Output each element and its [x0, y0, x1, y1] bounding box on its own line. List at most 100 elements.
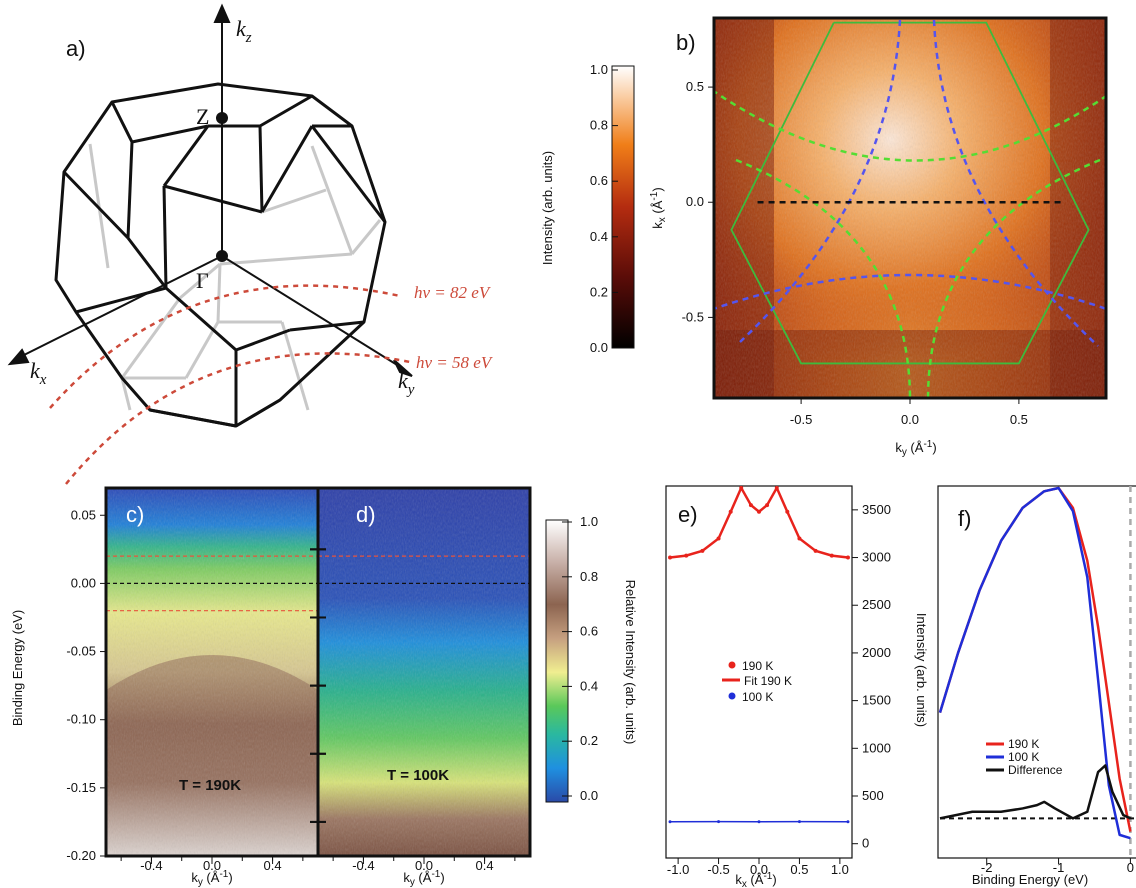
panel-f-frame — [937, 485, 1136, 859]
colorbar-b-tick-label: 0.2 — [590, 284, 608, 299]
panel-b: b) -0.5 0.0 0.5 0.5 0.0 -0.5 ky (Å-1) kx (Å-1… — [649, 16, 1108, 458]
colorbar-b-ticks: 1.0 0.8 0.6 0.4 0.2 0.0 — [590, 62, 618, 355]
legend-label-190k: 190 K — [742, 659, 773, 673]
colorbar-cd-tick-label: 0.0 — [580, 788, 598, 803]
panel-e-ytick-label: 3500 — [862, 502, 891, 517]
point-100k — [717, 820, 721, 824]
panel-e-xtick-label: 0.0 — [750, 862, 768, 877]
panel-ytick-label: -0.15 — [66, 780, 96, 795]
series-line-0 — [938, 486, 1132, 832]
panel-f-xtick-label: -2 — [981, 860, 993, 875]
brillouin-zone-hexagon — [730, 21, 1090, 365]
colorbar-cd-tick-label: 1.0 — [580, 514, 598, 529]
panel-ytick-label: -0.05 — [66, 644, 96, 659]
colorbar-cd-tick-label: 0.2 — [580, 733, 598, 748]
z-point-label: Z — [196, 104, 209, 129]
panel-label-b: b) — [676, 30, 696, 55]
point-190k — [765, 503, 770, 508]
panel-f: f) -2 -1 0 190 K 100 K Difference Binding … — [937, 485, 1136, 887]
panel-b-image — [714, 18, 1106, 398]
point-190k — [829, 553, 834, 558]
panel-label-c: c) — [126, 502, 144, 527]
panel-xtick-label: 0.4 — [264, 858, 282, 873]
colorbar-b: 1.0 0.8 0.6 0.4 0.2 0.0 Intensity (arb. units… — [540, 62, 635, 355]
series-line-2 — [939, 764, 1131, 820]
panel-xtick-label: -0.4 — [140, 858, 162, 873]
panel-b-axes: -0.5 0.0 0.5 0.5 0.0 -0.5 — [682, 79, 1028, 427]
colorbar-b-tick-label: 0.8 — [590, 118, 608, 133]
panel-d-axes: -0.4 0.0 0.4 — [310, 548, 516, 873]
panel-e-ytick-label: 1500 — [862, 693, 891, 708]
panel-b-ylabel: kx (Å-1) — [649, 187, 668, 228]
panel-f-xtick-label: -1 — [1053, 860, 1065, 875]
brillouin-zone-edges — [54, 82, 387, 428]
legend-label-f-190k: 190 K — [1008, 737, 1039, 751]
point-190k — [774, 486, 779, 490]
panel-f-xlabel: Binding Energy (eV) — [972, 872, 1088, 887]
point-190k — [716, 536, 721, 541]
panel-xtick-label: 0.0 — [203, 858, 221, 873]
series-line-1 — [938, 486, 1131, 840]
panel-e: e) -1.0 -0.5 0.0 0.5 1.0 3500 3000 2500 2000 1500… — [665, 485, 929, 888]
panel-xtick-label: 0.0 — [415, 858, 433, 873]
panel-e-xlabel: kx (Å-1) — [735, 871, 776, 888]
point-190k — [748, 503, 753, 508]
point-100k — [757, 820, 761, 824]
panel-b-xtick-label: 0.0 — [901, 412, 919, 427]
photon-energy-cuts — [49, 284, 411, 485]
panel-e-ytick-label: 1000 — [862, 740, 891, 755]
point-190k — [684, 553, 689, 558]
panel-f-plot — [938, 486, 1134, 858]
kx-axis-label: kx — [30, 358, 47, 388]
panel-f-xtick-label: 0 — [1127, 860, 1134, 875]
z-point-dot — [216, 112, 228, 124]
panel-e-axes: -1.0 -0.5 0.0 0.5 1.0 3500 3000 2500 2000 1500 100… — [667, 502, 891, 877]
panel-b-xtick-label: -0.5 — [790, 412, 812, 427]
panel-a: a) — [7, 3, 494, 485]
colorbar-cd-scale — [545, 519, 569, 803]
panel-xtick-label: 0.4 — [476, 858, 494, 873]
legend-label-100k: 100 K — [742, 690, 773, 704]
panel-label-f: f) — [958, 506, 971, 531]
panel-e-xtick-label: -0.5 — [707, 862, 729, 877]
panel-b-xtick-label: 0.5 — [1010, 412, 1028, 427]
panel-e-ytick-label: 2000 — [862, 645, 891, 660]
panel-b-xlabel: ky (Å-1) — [895, 439, 936, 458]
colorbar-b-tick-label: 0.6 — [590, 173, 608, 188]
legend-label-f-100k: 100 K — [1008, 750, 1039, 764]
colorbar-b-tick-label: 1.0 — [590, 62, 608, 77]
green-contour-right — [926, 158, 1101, 398]
legend-marker-100k — [728, 692, 736, 700]
green-contour-top — [714, 89, 1106, 162]
panel-b-ytick-label: 0.5 — [686, 79, 704, 94]
point-100k — [846, 820, 850, 824]
panel-b-ytick-label: 0.0 — [686, 194, 704, 209]
panel-e-xtick-label: 1.0 — [831, 862, 849, 877]
panel-f-legend: 190 K 100 K Difference — [986, 737, 1063, 777]
legend-label-f-diff: Difference — [1008, 763, 1063, 777]
panel-c-reference-lines — [106, 555, 318, 612]
panel-c-image — [106, 488, 318, 856]
colorbar-cd-label: Relative Intensity (arb. units) — [623, 580, 638, 745]
panel-e-ytick-label: 0 — [862, 836, 869, 851]
legend-marker-190k — [728, 661, 736, 669]
ky-axis-label: ky — [398, 368, 415, 398]
gamma-point-dot — [216, 250, 228, 262]
colorbar-cd-tick-label: 0.8 — [580, 569, 598, 584]
panel-label-a: a) — [66, 36, 86, 61]
legend-label-fit: Fit 190 K — [744, 674, 792, 688]
panel-ytick-label: 0.00 — [71, 575, 96, 590]
panel-e-ytick-label: 2500 — [862, 597, 891, 612]
kz-axis-label: kz — [236, 16, 252, 46]
panel-label-d: d) — [356, 502, 376, 527]
panel-c-temperature: T = 190K — [179, 777, 241, 794]
point-100k — [797, 820, 801, 824]
point-190k — [757, 509, 761, 514]
point-190k — [739, 486, 744, 490]
point-190k — [845, 555, 850, 560]
colorbar-b-tick-label: 0.0 — [590, 340, 608, 355]
colorbar-cd: 1.0 0.8 0.6 0.4 0.2 0.0 Relative Intensity (a… — [545, 514, 638, 803]
panel-e-ytick-label: 500 — [862, 788, 884, 803]
blue-contour-bottom — [714, 273, 1106, 311]
